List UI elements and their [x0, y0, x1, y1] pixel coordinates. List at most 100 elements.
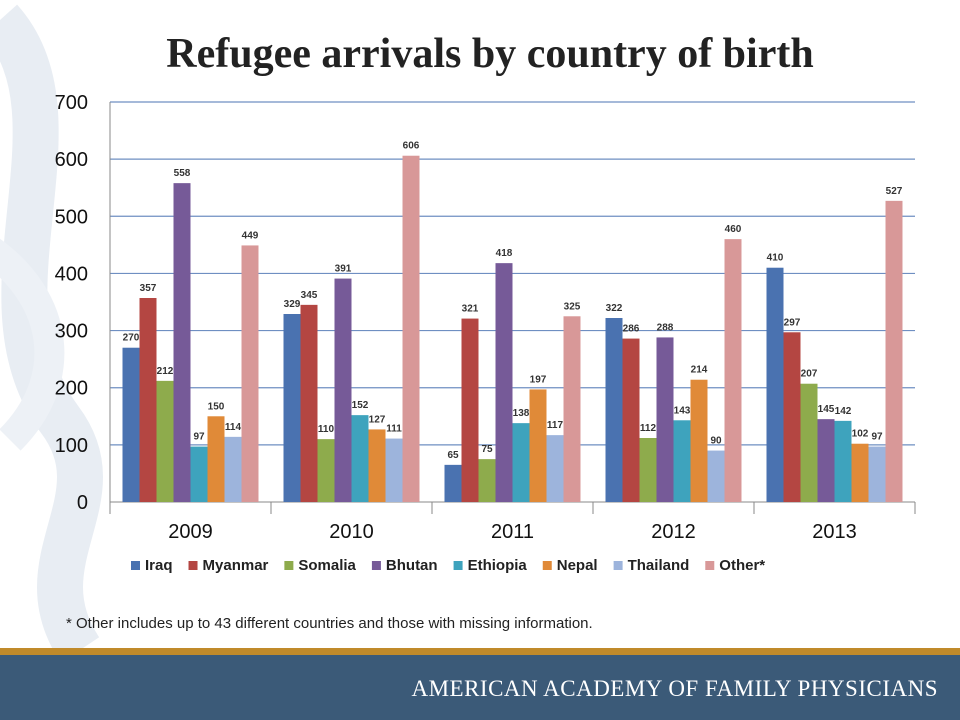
bar-ethiopia-2013 [834, 420, 852, 502]
data-label: 418 [496, 248, 513, 259]
data-label: 197 [530, 374, 547, 385]
bar-myanmar-2013 [783, 332, 801, 502]
legend-swatch [371, 561, 381, 570]
data-label: 329 [284, 299, 301, 310]
data-label: 102 [852, 429, 869, 440]
data-label: 97 [193, 432, 205, 443]
y-tick-label: 500 [55, 206, 88, 228]
x-tick-label: 2010 [329, 521, 374, 543]
bar-ethiopia-2010 [351, 415, 369, 502]
data-label: 75 [481, 444, 493, 455]
bar-somalia-2011 [478, 459, 496, 502]
bar-myanmar-2010 [300, 304, 318, 502]
organization-name: AMERICAN ACADEMY OF FAMILY PHYSICIANS [411, 676, 938, 701]
data-label: 214 [691, 365, 708, 376]
bar-thailand-2009 [224, 436, 242, 502]
footer-accent-stripe [0, 648, 960, 655]
bar-nepal-2010 [368, 429, 386, 502]
data-label: 145 [818, 404, 835, 415]
legend-label: Ethiopia [468, 557, 528, 574]
data-label: 65 [447, 450, 459, 461]
data-label: 410 [767, 253, 784, 264]
y-tick-label: 400 [55, 263, 88, 285]
x-tick-label: 2013 [812, 521, 857, 543]
bar-bhutan-2012 [656, 337, 674, 502]
slide-title: Refugee arrivals by country of birth [166, 31, 814, 77]
data-label: 325 [564, 301, 581, 312]
data-label: 152 [352, 400, 369, 411]
data-label: 127 [369, 414, 386, 425]
bar-iraq-2012 [605, 318, 623, 502]
y-tick-label: 100 [55, 435, 88, 457]
bar-ethiopia-2012 [673, 420, 691, 502]
data-label: 114 [225, 422, 242, 433]
bar-bhutan-2009 [173, 183, 191, 502]
bar-thailand-2011 [546, 435, 564, 502]
legend-label: Thailand [628, 557, 690, 574]
legend-label: Iraq [145, 557, 173, 574]
data-label: 321 [462, 304, 479, 315]
bar-iraq-2009 [122, 347, 140, 502]
data-label: 270 [123, 333, 140, 344]
bar-ethiopia-2009 [190, 446, 208, 502]
bar-somalia-2012 [639, 438, 657, 502]
bar-thailand-2012 [707, 450, 725, 502]
bar-ethiopia-2011 [512, 423, 530, 502]
x-tick-label: 2009 [168, 521, 213, 543]
bar-iraq-2013 [766, 267, 784, 502]
bar-thailand-2010 [385, 438, 403, 502]
bar-nepal-2012 [690, 379, 708, 502]
bar-nepal-2009 [207, 416, 225, 502]
bar-somalia-2010 [317, 439, 335, 502]
data-label: 138 [513, 408, 530, 419]
data-label: 143 [674, 405, 691, 416]
legend-swatch [453, 561, 463, 570]
y-tick-label: 700 [55, 92, 88, 114]
data-label: 558 [174, 168, 191, 179]
y-tick-label: 0 [77, 492, 88, 514]
footer-bar [0, 655, 960, 720]
data-label: 150 [208, 401, 225, 412]
legend-swatch [542, 561, 552, 570]
data-label: 142 [835, 406, 852, 417]
bar-somalia-2013 [800, 383, 818, 502]
legend-swatch [188, 561, 198, 570]
legend-label: Myanmar [203, 557, 269, 574]
data-label: 207 [801, 369, 818, 380]
data-label: 117 [547, 420, 564, 431]
data-label: 286 [623, 324, 640, 335]
footnote: * Other includes up to 43 different coun… [66, 615, 593, 632]
bar-nepal-2013 [851, 443, 869, 502]
bar-bhutan-2010 [334, 278, 352, 502]
legend-swatch [705, 561, 715, 570]
legend-label: Bhutan [386, 557, 438, 574]
legend-swatch [131, 561, 140, 570]
bar-thailand-2013 [868, 446, 886, 502]
data-label: 527 [886, 186, 903, 197]
y-tick-label: 300 [55, 321, 88, 343]
bar-myanmar-2012 [622, 338, 640, 502]
data-label: 391 [335, 264, 352, 275]
y-tick-label: 200 [55, 378, 88, 400]
bar-other-2011 [563, 316, 581, 502]
data-label: 606 [403, 141, 420, 152]
data-label: 322 [606, 303, 623, 314]
data-label: 111 [386, 424, 402, 435]
bar-myanmar-2011 [461, 318, 479, 502]
data-label: 449 [242, 230, 259, 241]
data-label: 297 [784, 317, 801, 328]
bar-chart: 0 100 200 300 400 500 600 700 2009 2010 2011 2012 20… [55, 92, 916, 574]
legend-label: Somalia [298, 557, 356, 574]
bar-bhutan-2011 [495, 263, 513, 502]
legend-swatch [613, 561, 623, 570]
data-label: 345 [301, 290, 318, 301]
data-label: 90 [710, 436, 722, 447]
legend-label: Nepal [557, 557, 598, 574]
bar-other-2012 [724, 239, 742, 502]
legend-label: Other* [719, 557, 765, 574]
bar-iraq-2011 [444, 464, 462, 502]
x-tick-label: 2012 [651, 521, 696, 543]
bar-bhutan-2013 [817, 419, 835, 502]
bar-iraq-2010 [283, 314, 301, 502]
legend-swatch [284, 561, 294, 570]
